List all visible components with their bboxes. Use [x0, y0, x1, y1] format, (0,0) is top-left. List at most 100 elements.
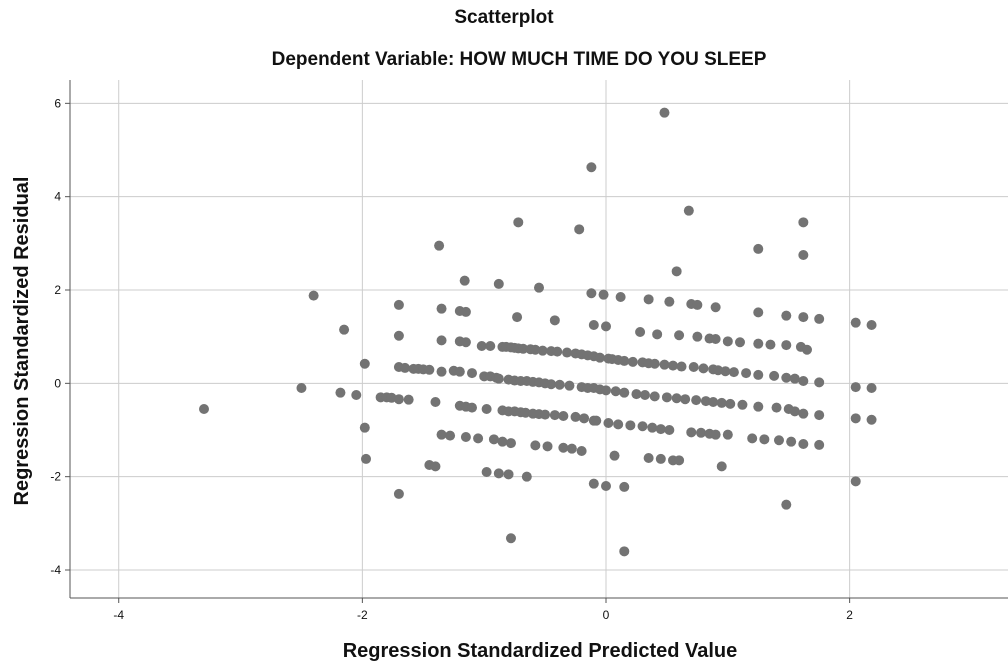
scatter-point	[460, 432, 471, 442]
scatter-point	[814, 439, 825, 450]
scatter-point	[789, 406, 800, 417]
y-tick-label: 2	[54, 283, 61, 297]
scatter-point	[692, 331, 703, 342]
scatter-point	[359, 358, 370, 369]
data-points	[199, 107, 877, 557]
scatter-point	[546, 379, 557, 390]
scatter-point	[735, 337, 745, 348]
x-tick-label: 2	[846, 608, 853, 622]
scatter-point	[586, 288, 597, 299]
scatter-point	[798, 408, 809, 419]
scatter-point	[613, 419, 624, 430]
scatter-point	[649, 391, 660, 402]
scatter-point	[554, 379, 565, 390]
scatter-point	[493, 278, 504, 289]
scatter-point	[814, 377, 825, 388]
scatter-point	[549, 315, 560, 326]
scatter-point	[635, 327, 646, 337]
scatter-point	[308, 290, 319, 301]
scatter-point	[655, 453, 666, 464]
y-tick-label: 0	[54, 376, 61, 390]
scatter-point	[691, 395, 702, 406]
scatter-point	[434, 240, 445, 251]
x-tick-label: 0	[603, 608, 610, 622]
scatter-point	[359, 422, 370, 433]
scatter-point	[710, 334, 721, 344]
scatter-point	[558, 411, 569, 421]
scatter-point	[566, 443, 577, 454]
scatter-point	[586, 162, 597, 173]
scatter-point	[686, 427, 697, 438]
scatter-point	[798, 250, 809, 260]
scatter-point	[664, 296, 675, 307]
scatter-point	[588, 320, 599, 330]
scatter-point	[549, 410, 560, 421]
scatter-point	[513, 217, 524, 228]
scatter-point	[588, 478, 599, 489]
scatter-point	[683, 205, 694, 216]
scatter-point	[393, 330, 404, 341]
scatter-point	[639, 390, 650, 400]
scatter-point	[781, 372, 792, 383]
scatter-point	[866, 383, 877, 393]
scatter-point	[574, 224, 585, 235]
scatter-point	[850, 413, 861, 424]
scatter-point	[445, 430, 456, 441]
scatter-point	[710, 302, 721, 313]
scatter-point	[725, 398, 736, 409]
scatter-point	[473, 433, 484, 444]
scatter-point	[530, 344, 541, 355]
scatter-point	[467, 368, 477, 379]
scatter-point	[430, 461, 441, 472]
scatter-point	[400, 362, 410, 373]
scatter-point	[393, 394, 404, 405]
scatter-point	[850, 476, 861, 487]
scatter-point	[716, 461, 727, 472]
scatter-point	[558, 442, 569, 453]
scatter-point	[668, 360, 678, 371]
scatter-point	[594, 352, 605, 363]
scatter-point	[798, 376, 809, 386]
y-tick-label: -2	[50, 470, 61, 484]
scatter-point	[798, 439, 809, 449]
scatter-point	[698, 363, 709, 374]
scatter-point	[781, 340, 792, 351]
scatter-point	[520, 407, 531, 418]
scatter-point	[601, 481, 611, 491]
x-tick-label: -2	[357, 608, 368, 622]
scatter-point	[798, 312, 809, 323]
scatter-point	[753, 401, 764, 412]
scatter-point	[716, 397, 727, 408]
scatter-point	[505, 438, 516, 449]
scatter-point	[866, 414, 877, 425]
scatter-point	[771, 402, 782, 413]
scatter-point	[741, 368, 752, 379]
scatter-point	[643, 294, 654, 305]
scatter-point	[493, 468, 504, 479]
axes	[65, 80, 1008, 603]
scatter-point	[753, 307, 764, 318]
scatter-point	[631, 389, 642, 400]
scatter-point	[753, 243, 764, 254]
scatter-point	[671, 266, 682, 277]
scatter-point	[671, 393, 682, 404]
scatter-point	[552, 346, 563, 357]
scatter-point	[627, 356, 638, 367]
scatter-point	[615, 292, 626, 302]
scatter-point	[674, 455, 685, 466]
scatter-point	[534, 282, 544, 293]
scatter-point	[722, 336, 733, 347]
scatter-point	[512, 312, 523, 323]
scatter-point	[476, 341, 487, 351]
scatter-point	[601, 321, 611, 332]
scatter-point	[850, 317, 861, 328]
y-tick-label: 6	[54, 96, 61, 110]
gridlines	[70, 80, 1008, 598]
scatter-point	[713, 365, 724, 376]
scatter-point	[503, 469, 514, 480]
scatter-point	[296, 383, 307, 393]
scatter-point	[661, 392, 672, 403]
scatter-point	[692, 299, 703, 310]
scatter-point	[643, 453, 654, 463]
